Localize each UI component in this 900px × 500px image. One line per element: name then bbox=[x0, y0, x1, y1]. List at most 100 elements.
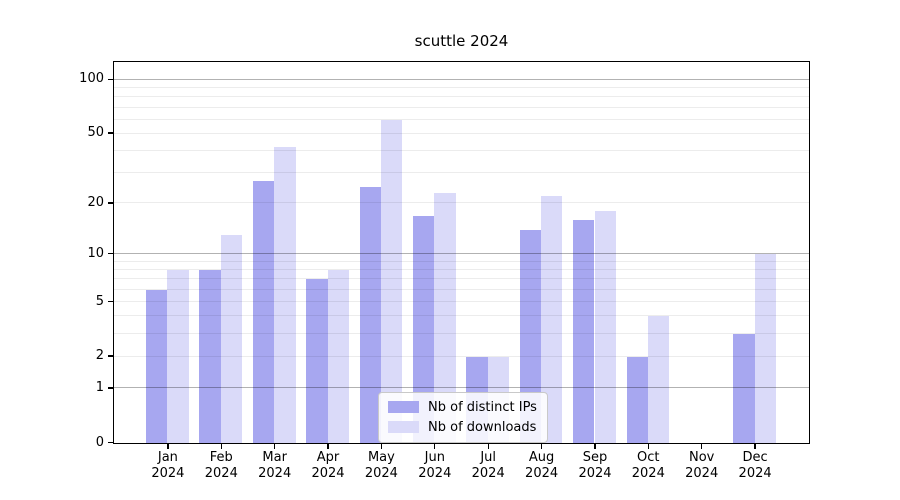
y-tick-mark bbox=[108, 355, 113, 357]
bar-downloads bbox=[541, 196, 563, 443]
bar-distinct-ips bbox=[733, 333, 755, 443]
bar-distinct-ips bbox=[413, 215, 435, 443]
x-tick-mark bbox=[487, 444, 489, 449]
x-tick-label: Nov 2024 bbox=[670, 450, 734, 482]
gridline-minor bbox=[114, 260, 809, 262]
legend-label-distinct-ips: Nb of distinct IPs bbox=[428, 399, 537, 415]
x-tick-year: 2024 bbox=[685, 466, 719, 481]
bar-distinct-ips bbox=[626, 356, 648, 443]
legend-item-distinct-ips: Nb of distinct IPs bbox=[388, 399, 537, 415]
x-tick-month: Dec bbox=[742, 450, 768, 465]
y-tick-mark bbox=[108, 300, 113, 303]
x-tick-label: Aug 2024 bbox=[510, 450, 574, 482]
bar-distinct-ips bbox=[306, 279, 328, 443]
bar-downloads bbox=[647, 316, 670, 443]
x-tick-year: 2024 bbox=[578, 466, 612, 481]
y-tick-mark bbox=[108, 441, 113, 444]
x-tick-year: 2024 bbox=[364, 466, 398, 481]
x-tick-mark bbox=[274, 444, 276, 449]
gridline-minor bbox=[114, 315, 809, 317]
legend: Nb of distinct IPs Nb of downloads bbox=[378, 392, 548, 443]
x-tick-mark bbox=[594, 444, 596, 449]
y-tick-mark bbox=[108, 253, 113, 255]
x-tick-mark bbox=[434, 444, 436, 449]
y-tick-mark bbox=[108, 78, 113, 80]
x-tick-year: 2024 bbox=[258, 466, 292, 481]
x-tick-year: 2024 bbox=[738, 466, 772, 481]
x-tick-mark bbox=[754, 444, 756, 449]
y-tick-label: 100 bbox=[79, 71, 104, 87]
y-tick-label: 5 bbox=[95, 293, 104, 309]
gridline-minor bbox=[114, 202, 809, 204]
gridline-minor bbox=[114, 355, 809, 357]
x-tick-label: Jan 2024 bbox=[136, 450, 200, 482]
x-tick-label: Dec 2024 bbox=[723, 450, 787, 482]
bar-distinct-ips bbox=[199, 270, 221, 443]
gridline-minor bbox=[114, 149, 809, 151]
x-tick-label: Sep 2024 bbox=[563, 450, 627, 482]
x-tick-month: Jul bbox=[480, 450, 497, 465]
y-tick-label: 1 bbox=[95, 379, 104, 395]
legend-swatch-distinct-ips bbox=[388, 401, 419, 413]
bar-distinct-ips bbox=[359, 186, 381, 443]
gridline-minor bbox=[114, 332, 809, 334]
x-tick-year: 2024 bbox=[418, 466, 452, 481]
x-tick-year: 2024 bbox=[471, 466, 505, 481]
x-tick-month: Apr bbox=[316, 450, 340, 465]
x-tick-month: Sep bbox=[582, 450, 608, 465]
x-tick-year: 2024 bbox=[631, 466, 665, 481]
gridline-minor bbox=[114, 269, 809, 271]
y-tick-label: 20 bbox=[87, 194, 104, 210]
x-tick-year: 2024 bbox=[311, 466, 345, 481]
bar-downloads bbox=[434, 192, 456, 443]
x-tick-label: Jul 2024 bbox=[456, 450, 520, 482]
gridline-minor bbox=[114, 118, 809, 120]
x-tick-mark bbox=[327, 444, 329, 449]
bar-downloads bbox=[380, 119, 403, 443]
bar-distinct-ips bbox=[519, 229, 542, 443]
bar-downloads bbox=[327, 270, 349, 443]
bar-downloads bbox=[594, 211, 616, 443]
x-tick-month: Aug bbox=[528, 450, 555, 465]
gridline-major bbox=[114, 78, 809, 80]
x-tick-label: Mar 2024 bbox=[243, 450, 307, 482]
x-tick-mark bbox=[701, 444, 703, 449]
x-tick-year: 2024 bbox=[525, 466, 559, 481]
x-tick-month: Oct bbox=[637, 450, 660, 465]
legend-item-downloads: Nb of downloads bbox=[388, 419, 537, 435]
x-tick-year: 2024 bbox=[151, 466, 185, 481]
y-tick-mark bbox=[108, 387, 113, 389]
x-tick-label: May 2024 bbox=[349, 450, 413, 482]
x-tick-label: Apr 2024 bbox=[296, 450, 360, 482]
y-tick-label: 10 bbox=[87, 245, 104, 261]
x-tick-month: Jun bbox=[424, 450, 445, 465]
plot-area bbox=[113, 61, 810, 444]
bar-downloads bbox=[220, 235, 243, 443]
x-tick-label: Jun 2024 bbox=[403, 450, 467, 482]
x-tick-label: Feb 2024 bbox=[189, 450, 253, 482]
y-tick-label: 0 bbox=[95, 434, 104, 450]
gridline-minor bbox=[114, 301, 809, 302]
bar-downloads bbox=[274, 147, 296, 443]
x-tick-month: May bbox=[367, 450, 395, 465]
bar-downloads bbox=[754, 254, 776, 443]
x-tick-mark bbox=[220, 444, 222, 449]
bar-downloads bbox=[167, 270, 189, 443]
gridline-minor bbox=[114, 288, 809, 290]
x-tick-month: Mar bbox=[262, 450, 287, 465]
x-tick-month: Feb bbox=[209, 450, 233, 465]
x-tick-month: Nov bbox=[689, 450, 715, 465]
x-tick-month: Jan bbox=[157, 450, 178, 465]
y-tick-mark bbox=[108, 132, 113, 134]
x-tick-label: Oct 2024 bbox=[616, 450, 680, 482]
gridline-minor bbox=[114, 132, 809, 134]
x-tick-year: 2024 bbox=[204, 466, 238, 481]
x-tick-mark bbox=[540, 444, 543, 449]
gridline-major bbox=[114, 253, 809, 255]
bar-distinct-ips bbox=[573, 220, 595, 443]
y-tick-label: 2 bbox=[95, 348, 104, 363]
gridline-minor bbox=[114, 96, 809, 98]
gridline-minor bbox=[114, 106, 809, 108]
bar-distinct-ips bbox=[252, 180, 275, 443]
